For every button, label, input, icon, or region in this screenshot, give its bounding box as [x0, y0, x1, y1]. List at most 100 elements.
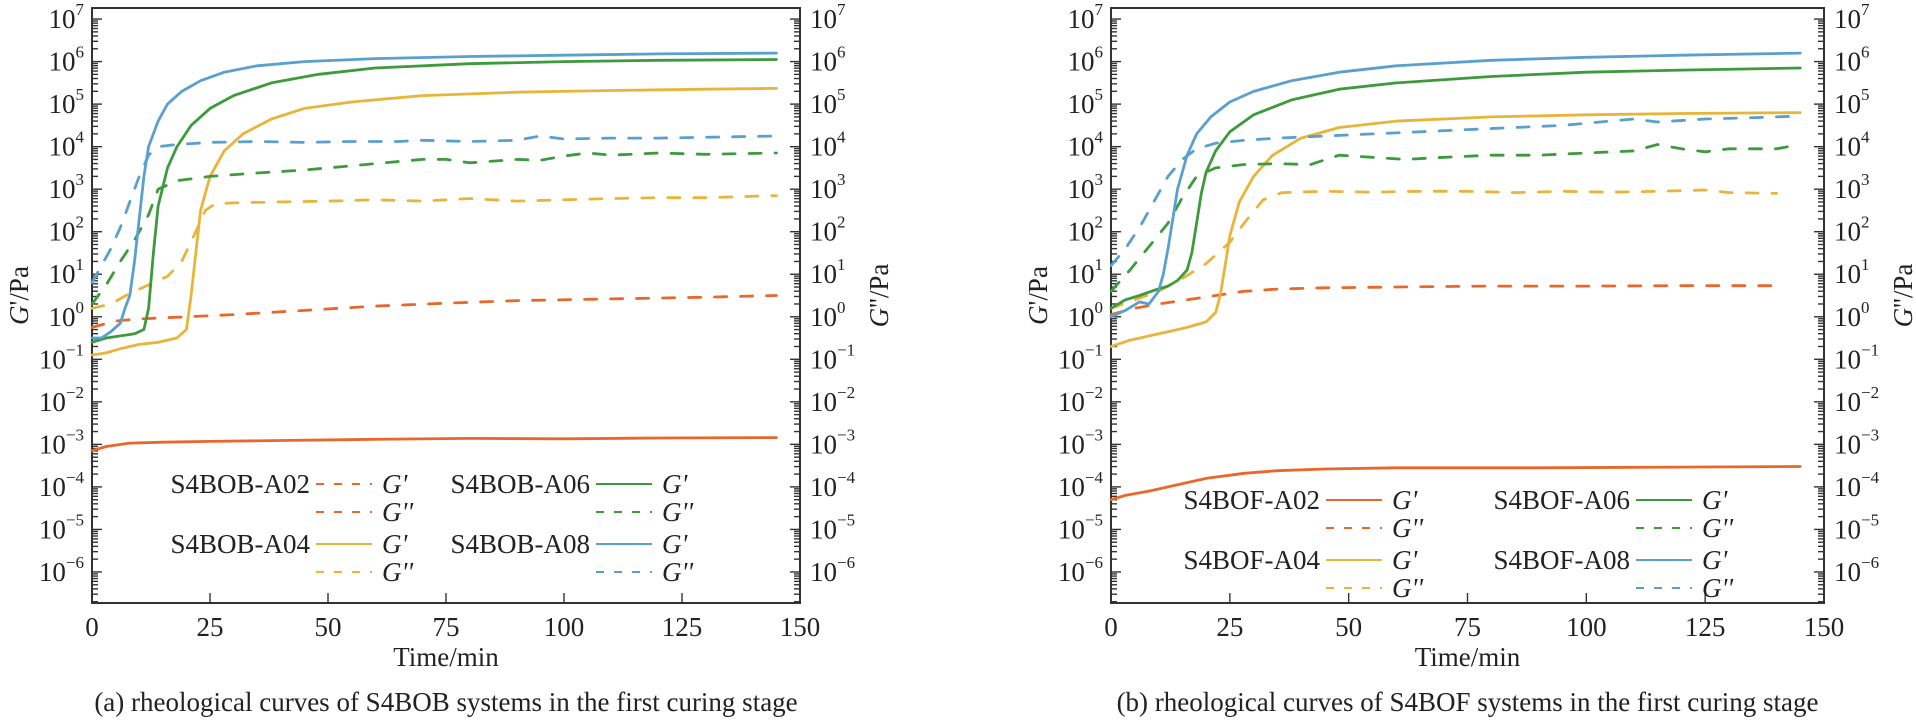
legend-sample-label: S4BOB-A06 — [450, 469, 590, 499]
y-tick-label-left: 10−4 — [1058, 468, 1104, 502]
x-tick-label: 100 — [544, 612, 585, 642]
legend-gdoubleprime-label: G'' — [382, 497, 414, 527]
legend-gdoubleprime-label: G'' — [382, 557, 414, 587]
y-tick-label-right: 10−5 — [1834, 510, 1879, 544]
series-line-s4bof-a04-g- — [1109, 111, 1802, 348]
y-tick-label-left: 100 — [49, 298, 85, 332]
y-tick-label-left: 10−5 — [39, 510, 84, 544]
y-tick-label-right: 10−1 — [1834, 340, 1879, 374]
series-line-s4bob-a02-g- — [90, 294, 778, 329]
legend-gdoubleprime-label: G'' — [662, 557, 694, 587]
series-line-s4bob-a06-g- — [90, 151, 778, 306]
y-tick-label-right: 10−4 — [1834, 468, 1880, 502]
series-line-s4bof-a02-g- — [1109, 284, 1778, 317]
y-tick-label-right: 104 — [810, 128, 846, 162]
y-axis-title-right: G''/Pa — [1888, 264, 1916, 328]
y-tick-label-right: 10−1 — [810, 340, 855, 374]
y-axis-title-left: G'/Pa — [1023, 266, 1053, 325]
legend-sample-label: S4BOB-A04 — [170, 529, 310, 559]
y-tick-label-left: 105 — [1068, 85, 1104, 119]
x-tick-label: 150 — [1804, 612, 1845, 642]
legend-gprime-label: G' — [382, 469, 408, 499]
y-tick-label-right: 102 — [810, 213, 846, 247]
y-tick-label-left: 100 — [1068, 298, 1104, 332]
series-group — [1109, 51, 1802, 502]
series-line-s4bof-a02-g- — [1109, 465, 1802, 502]
figure-caption: (a) rheological curves of S4BOB systems … — [94, 687, 797, 717]
legend-sample-label: S4BOF-A08 — [1493, 545, 1630, 575]
y-tick-label-right: 105 — [1834, 85, 1870, 119]
y-tick-label-left: 103 — [49, 170, 85, 204]
panel-b: 107 107 106 106 105 105 104 104 103 103 102 102 101 1… — [1023, 0, 1916, 717]
x-tick-label: 100 — [1566, 612, 1607, 642]
plot-frame — [91, 7, 801, 604]
y-tick-label-left: 10−2 — [39, 383, 84, 417]
x-tick-label: 50 — [315, 612, 342, 642]
y-tick-label-left: 107 — [1068, 0, 1104, 34]
y-tick-label-right: 10−5 — [810, 510, 855, 544]
legend-gprime-label: G' — [662, 469, 688, 499]
x-tick-label: 75 — [433, 612, 460, 642]
series-line-s4bof-a06-g- — [1109, 66, 1802, 310]
legend-sample-label: S4BOB-A02 — [170, 469, 310, 499]
y-tick-label-left: 10−2 — [1058, 383, 1103, 417]
figure-caption: (b) rheological curves of S4BOF systems … — [1117, 687, 1819, 717]
legend-gprime-label: G' — [1392, 545, 1418, 575]
y-tick-label-left: 104 — [49, 128, 85, 162]
x-tick-label: 0 — [1104, 612, 1118, 642]
y-tick-label-left: 101 — [1068, 255, 1104, 289]
series-line-s4bob-a08-g- — [90, 134, 778, 285]
y-axis-ticks — [1111, 18, 1824, 603]
series-line-s4bob-a06-g- — [90, 58, 778, 344]
series-line-s4bob-a08-g- — [90, 51, 778, 340]
y-tick-label-left: 10−1 — [1058, 340, 1103, 374]
y-tick-label-right: 10−6 — [810, 553, 855, 587]
y-tick-label-left: 106 — [49, 43, 85, 77]
y-axis-title-right: G''/Pa — [864, 264, 894, 328]
legend-sample-label: S4BOF-A02 — [1183, 485, 1320, 515]
y-tick-label-left: 102 — [49, 213, 85, 247]
legend-gprime-label: G' — [1392, 485, 1418, 515]
y-tick-label-left: 10−1 — [39, 340, 84, 374]
series-line-s4bof-a08-g- — [1109, 51, 1802, 319]
y-tick-label-right: 102 — [1834, 213, 1870, 247]
x-axis-title: Time/min — [1415, 642, 1521, 672]
y-tick-label-right: 100 — [810, 298, 846, 332]
y-axis-ticks — [92, 18, 800, 603]
y-tick-label-left: 103 — [1068, 170, 1104, 204]
x-axis-title: Time/min — [393, 642, 499, 672]
y-tick-label-right: 100 — [1834, 298, 1870, 332]
x-tick-label: 25 — [1216, 612, 1243, 642]
y-tick-label-right: 101 — [810, 255, 846, 289]
y-tick-label-left: 10−3 — [1058, 425, 1103, 459]
legend-gdoubleprime-label: G'' — [1392, 513, 1424, 543]
y-tick-label-right: 107 — [810, 0, 846, 34]
legend-gprime-label: G' — [1702, 485, 1728, 515]
y-tick-label-right: 101 — [1834, 255, 1870, 289]
legend-gdoubleprime-label: G'' — [1702, 573, 1734, 603]
y-tick-label-left: 107 — [49, 0, 85, 34]
y-tick-label-right: 10−4 — [810, 468, 856, 502]
y-axis-title-left: G'/Pa — [4, 266, 34, 325]
legend: S4BOB-A02 G'G''S4BOB-A04 G'G''S4BOB-A06 G'G… — [170, 469, 694, 587]
y-tick-label-right: 106 — [810, 43, 846, 77]
legend-sample-label: S4BOF-A04 — [1183, 545, 1320, 575]
x-tick-label: 150 — [780, 612, 821, 642]
y-tick-label-left: 102 — [1068, 213, 1104, 247]
series-line-s4bob-a04-g- — [90, 194, 778, 310]
y-tick-label-right: 10−3 — [810, 425, 855, 459]
y-tick-label-left: 10−6 — [1058, 553, 1103, 587]
y-tick-label-left: 106 — [1068, 43, 1104, 77]
y-tick-label-right: 10−6 — [1834, 553, 1879, 587]
x-tick-label: 125 — [1685, 612, 1726, 642]
y-tick-label-right: 10−3 — [1834, 425, 1879, 459]
legend-gprime-label: G' — [1702, 545, 1728, 575]
y-tick-label-right: 105 — [810, 85, 846, 119]
legend-sample-label: S4BOB-A08 — [450, 529, 590, 559]
legend-sample-label: S4BOF-A06 — [1493, 485, 1630, 515]
legend: S4BOF-A02 G'G''S4BOF-A04 G'G''S4BOF-A06 G'G… — [1183, 485, 1734, 603]
y-tick-label-right: 103 — [1834, 170, 1870, 204]
x-tick-label: 0 — [85, 612, 99, 642]
legend-gdoubleprime-label: G'' — [662, 497, 694, 527]
